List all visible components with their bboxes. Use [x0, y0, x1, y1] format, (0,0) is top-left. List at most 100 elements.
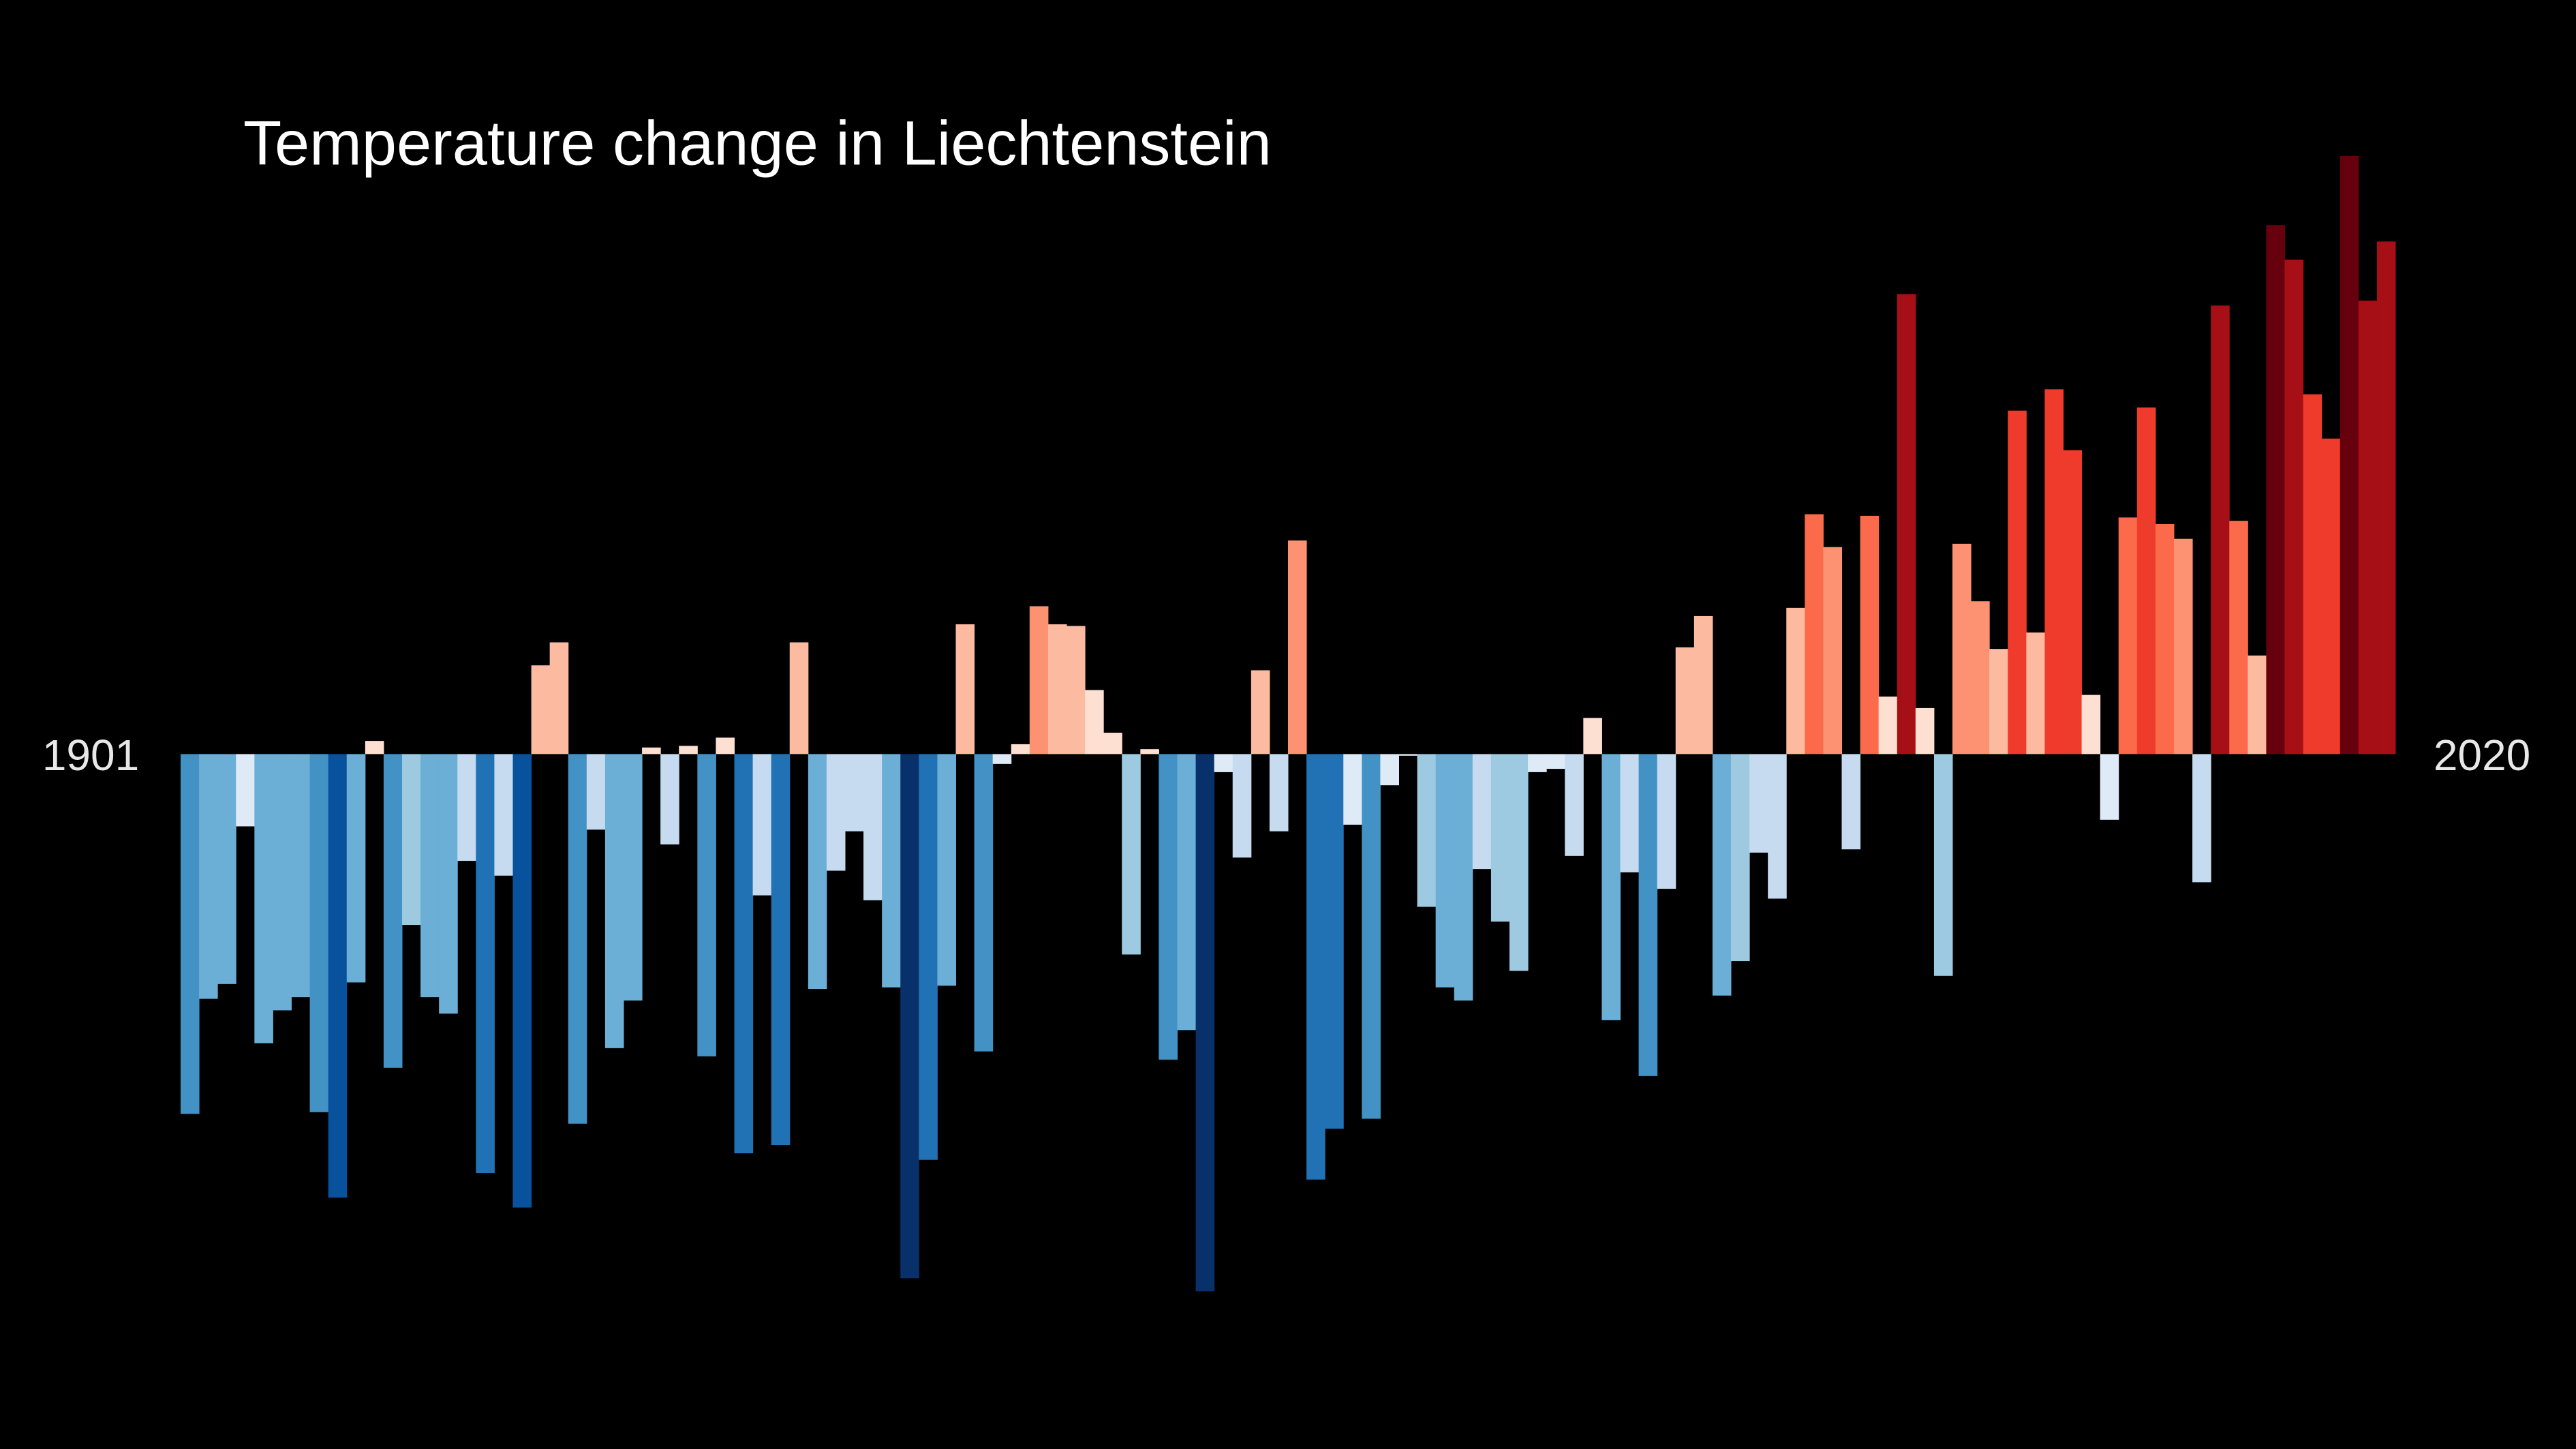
- bar: [863, 754, 883, 900]
- bar: [1306, 754, 1325, 1180]
- bar: [2118, 517, 2138, 754]
- bar: [1841, 754, 1861, 850]
- bar: [1362, 754, 1381, 1119]
- bar: [1103, 733, 1122, 754]
- bar: [1693, 615, 1713, 754]
- bar: [2192, 754, 2211, 883]
- bar: [1380, 754, 1399, 786]
- bar: [346, 754, 366, 983]
- bar: [1159, 754, 1178, 1060]
- bar: [1343, 754, 1362, 825]
- bar: [328, 754, 348, 1198]
- bar: [642, 747, 661, 754]
- bar: [604, 754, 624, 1048]
- bar: [2284, 259, 2304, 754]
- bar: [291, 754, 311, 998]
- bar: [937, 754, 956, 986]
- bar: [494, 754, 513, 876]
- bar: [1805, 514, 1824, 754]
- bar: [845, 754, 864, 832]
- bar: [217, 754, 236, 984]
- bar: [1528, 754, 1547, 772]
- bar: [1269, 754, 1289, 832]
- bar: [752, 754, 772, 896]
- bar: [1860, 515, 1880, 754]
- bar: [2044, 389, 2064, 754]
- bar: [955, 624, 975, 754]
- bar: [1583, 718, 1602, 754]
- bar: [1601, 754, 1621, 1020]
- bar: [919, 754, 938, 1160]
- bar: [1731, 754, 1750, 962]
- bar: [2136, 407, 2156, 754]
- bar: [457, 754, 476, 861]
- bar: [402, 754, 421, 926]
- bar: [2266, 225, 2285, 754]
- bar: [789, 642, 809, 754]
- bar: [1620, 754, 1640, 872]
- bar: [1325, 754, 1344, 1129]
- bar: [1029, 606, 1049, 754]
- bar: [882, 754, 901, 988]
- bar: [1435, 754, 1455, 988]
- chart-title: Temperature change in Liechtenstein: [243, 108, 1272, 178]
- bar: [2174, 538, 2193, 754]
- bar: [1675, 647, 1695, 754]
- bar: [1933, 754, 1953, 976]
- bar: [808, 754, 827, 990]
- bar: [2248, 655, 2267, 754]
- bar: [2358, 301, 2378, 754]
- bar: [2100, 754, 2119, 820]
- bar: [531, 665, 551, 754]
- bar: [512, 754, 532, 1208]
- bar: [420, 754, 440, 998]
- bar: [181, 754, 200, 1114]
- bar: [309, 754, 329, 1112]
- bar: [568, 754, 587, 1124]
- bar: [1509, 754, 1529, 971]
- bar: [1454, 754, 1473, 1001]
- bar: [2063, 450, 2083, 754]
- bar: [1897, 294, 1916, 754]
- bar: [1638, 754, 1658, 1076]
- bar: [586, 754, 606, 830]
- bar: [1915, 707, 1935, 754]
- bar: [1011, 744, 1030, 754]
- bar: [2340, 155, 2359, 754]
- bar: [900, 754, 919, 1279]
- bar: [2026, 632, 2045, 754]
- bar: [1712, 754, 1732, 996]
- bar: [254, 754, 273, 1043]
- bar: [1122, 754, 1141, 955]
- bar: [1823, 547, 1842, 754]
- bar: [1768, 754, 1787, 899]
- bar: [716, 737, 735, 754]
- bar: [1786, 607, 1805, 754]
- bar: [1288, 540, 1307, 754]
- bar: [1232, 754, 1252, 858]
- bar: [1251, 670, 1270, 754]
- bar: [1177, 754, 1197, 1031]
- bar: [2155, 523, 2175, 754]
- bar: [1085, 690, 1104, 754]
- bar: [1989, 649, 2008, 754]
- start-year-label: 1901: [42, 731, 139, 780]
- bar: [771, 754, 791, 1146]
- bar: [273, 754, 292, 1011]
- bar: [199, 754, 218, 999]
- bar: [1971, 601, 1990, 754]
- bar: [476, 754, 495, 1174]
- bar: [992, 754, 1012, 764]
- bar: [236, 754, 255, 827]
- bar: [1195, 754, 1215, 1292]
- bar: [2303, 394, 2322, 754]
- end-year-label: 2020: [2434, 731, 2530, 780]
- bar: [1546, 754, 1565, 769]
- bar: [439, 754, 458, 1014]
- bar: [1398, 754, 1418, 756]
- bar: [1214, 754, 1233, 772]
- bar: [679, 746, 698, 754]
- bar: [1749, 754, 1768, 853]
- bar: [660, 754, 679, 844]
